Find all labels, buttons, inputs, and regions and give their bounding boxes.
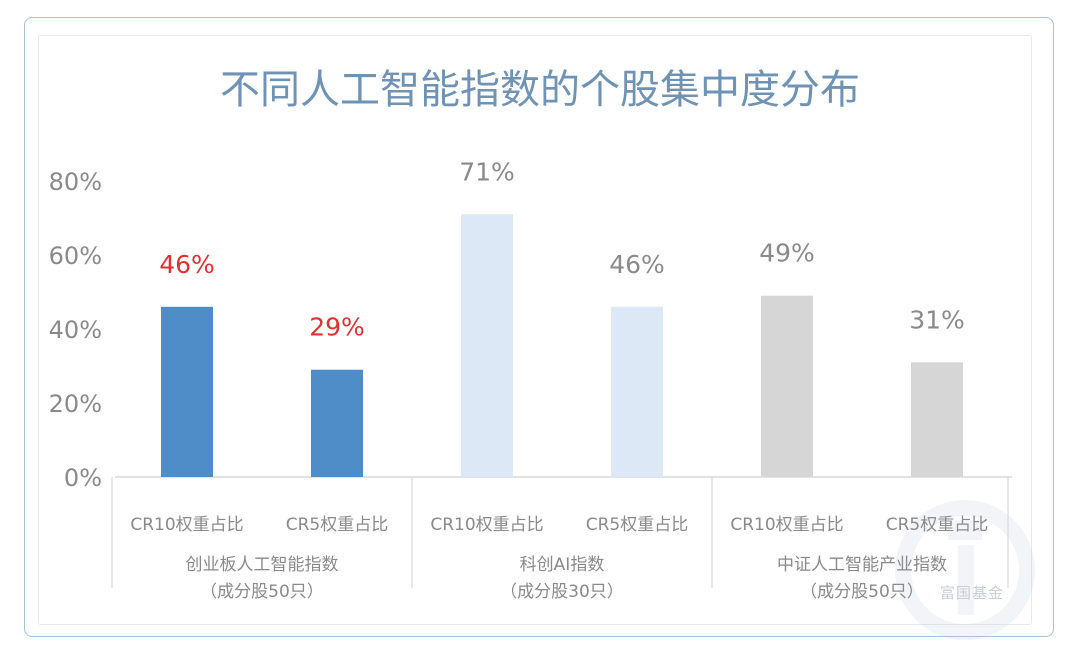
group-label: 创业板人工智能指数 xyxy=(186,555,339,575)
bar-value-label: 71% xyxy=(459,157,515,186)
data-labels-layer: 46% 29% 71% 46% 49% 31% xyxy=(159,157,965,341)
bar xyxy=(461,214,513,478)
y-axis: 0% 20% 40% 60% 80% xyxy=(49,168,1012,492)
bar-value-label: 29% xyxy=(309,313,365,342)
group-sublabel: （成分股30只） xyxy=(500,582,624,602)
bar xyxy=(761,295,813,477)
group-sublabel: （成分股50只） xyxy=(200,582,324,602)
x-tick-label: CR5权重占比 xyxy=(886,515,989,535)
bar-value-label: 46% xyxy=(159,250,215,279)
bars-layer xyxy=(161,214,963,478)
watermark-text: 富国基金 xyxy=(940,584,1005,602)
bar-value-label: 31% xyxy=(909,305,965,334)
y-tick-label: 0% xyxy=(64,464,102,492)
x-tick-label: CR10权重占比 xyxy=(430,515,543,535)
x-tick-label: CR10权重占比 xyxy=(730,515,843,535)
y-tick-label: 60% xyxy=(49,242,102,270)
x-tick-label: CR5权重占比 xyxy=(586,515,689,535)
y-tick-label: 40% xyxy=(49,316,102,344)
bar xyxy=(311,369,363,477)
group-label: 中证人工智能产业指数 xyxy=(777,555,947,575)
bar xyxy=(611,306,663,477)
logo-watermark xyxy=(895,500,1035,640)
bar xyxy=(911,362,963,477)
bar-value-label: 46% xyxy=(609,250,665,279)
x-tick-label: CR10权重占比 xyxy=(130,515,243,535)
bar xyxy=(161,306,213,477)
bar-value-label: 49% xyxy=(759,239,815,268)
group-label: 科创AI指数 xyxy=(520,555,605,575)
x-tick-label: CR5权重占比 xyxy=(286,515,389,535)
chart-title: 不同人工智能指数的个股集中度分布 xyxy=(220,67,860,113)
y-tick-label: 20% xyxy=(49,390,102,418)
y-tick-label: 80% xyxy=(49,168,102,196)
group-sublabel: （成分股50只） xyxy=(800,582,924,602)
